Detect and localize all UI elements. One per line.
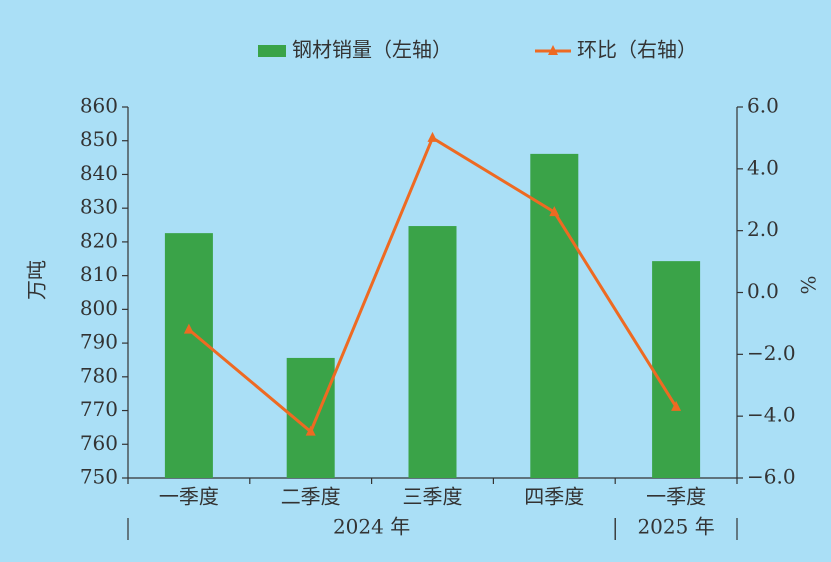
y-tick-label: 780 [80,363,118,387]
y-tick-label: 790 [80,330,118,354]
y-axis-title: 万吨 [25,260,49,300]
y-tick-label: 760 [80,431,118,455]
x-tick-label: 四季度 [524,485,584,509]
marker [427,131,438,142]
bar [408,226,457,478]
x-tick-label: 一季度 [646,485,706,509]
y2-tick-label: −6.0 [747,465,796,489]
y-tick-label: 750 [80,465,118,489]
y-tick-label: 770 [80,397,118,421]
x-tick-label: 三季度 [403,485,463,509]
y-tick-label: 830 [80,195,118,219]
marker [183,323,194,334]
y2-tick-label: 0.0 [747,279,779,303]
y2-tick-label: 6.0 [747,94,779,118]
y2-axis-title: % [797,275,821,294]
legend-label: 环比（右轴） [577,38,697,62]
y-tick-label: 850 [80,127,118,151]
y-tick-label: 820 [80,228,118,252]
marker [305,425,316,436]
y-tick-label: 810 [80,262,118,286]
y2-tick-label: −4.0 [747,403,796,427]
y2-tick-label: 2.0 [747,217,779,241]
group-label: 2025 年 [637,515,714,539]
y-tick-label: 860 [80,94,118,118]
y2-tick-label: 4.0 [747,155,779,179]
legend-label: 钢材销量（左轴） [292,38,452,62]
bar [164,233,213,478]
marker [671,400,682,411]
legend-swatch [258,45,286,57]
legend-marker [548,45,558,55]
x-tick-label: 一季度 [159,485,219,509]
x-tick-label: 二季度 [281,485,341,509]
y-tick-label: 800 [80,296,118,320]
group-label: 2024 年 [333,515,410,539]
y2-tick-label: −2.0 [747,341,796,365]
y-tick-label: 840 [80,161,118,185]
marker [549,206,560,217]
bar [652,261,701,478]
